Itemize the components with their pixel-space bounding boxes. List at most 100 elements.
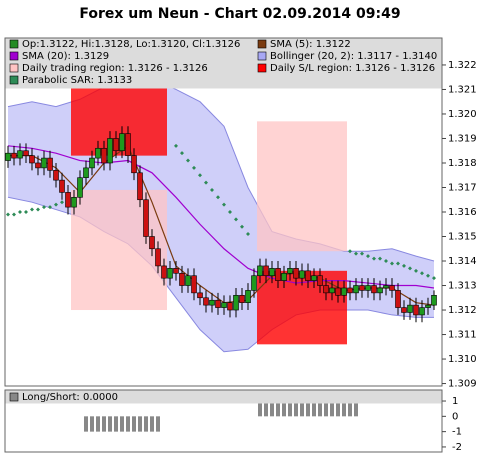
y-tick-label: 1.314 bbox=[448, 256, 477, 267]
candle-body bbox=[257, 265, 263, 277]
long-short-bar bbox=[282, 401, 286, 417]
y-tick-label: 1.319 bbox=[448, 133, 477, 144]
long-short-bar bbox=[150, 416, 154, 432]
long-short-bar bbox=[348, 401, 352, 417]
sar-dot bbox=[384, 259, 388, 264]
sar-dot bbox=[192, 165, 196, 170]
legend-swatch bbox=[257, 63, 267, 73]
sar-dot bbox=[174, 143, 178, 148]
candle-body bbox=[281, 272, 287, 281]
plot-area bbox=[5, 76, 437, 432]
sar-dot bbox=[12, 212, 16, 217]
candle-body bbox=[71, 196, 77, 208]
sar-dot bbox=[30, 207, 34, 212]
candle-body bbox=[179, 272, 185, 286]
candle-body bbox=[275, 268, 281, 281]
long-short-bar bbox=[144, 416, 148, 432]
sar-dot bbox=[390, 261, 394, 266]
candle-body bbox=[287, 268, 293, 274]
region bbox=[71, 87, 167, 156]
candle-body bbox=[131, 155, 137, 174]
candle-body bbox=[233, 295, 239, 311]
candle-body bbox=[389, 285, 395, 291]
sar-dot bbox=[18, 210, 22, 214]
y-tick-label: 1.313 bbox=[448, 281, 477, 292]
candle-body bbox=[221, 302, 227, 308]
long-short-bar bbox=[324, 401, 328, 417]
candle-body bbox=[59, 179, 65, 193]
sar-dot bbox=[54, 202, 58, 207]
candle-body bbox=[191, 275, 197, 294]
sar-dot bbox=[372, 256, 376, 261]
candle-body bbox=[137, 172, 143, 201]
candle-body bbox=[227, 302, 233, 311]
y-tick-label: 1.322 bbox=[448, 60, 477, 71]
candle-body bbox=[413, 304, 419, 316]
sar-dot bbox=[60, 200, 64, 205]
candle-body bbox=[431, 295, 437, 306]
long-short-bar bbox=[138, 416, 142, 432]
long-short-bar bbox=[342, 401, 346, 417]
long-short-bar bbox=[306, 401, 310, 417]
candle-body bbox=[419, 307, 425, 316]
legend-swatch bbox=[9, 75, 19, 85]
candle-body bbox=[173, 268, 179, 274]
sar-dot bbox=[408, 266, 412, 271]
candle-body bbox=[311, 275, 317, 281]
candle-body bbox=[329, 287, 335, 294]
y-tick-label: -1 bbox=[452, 427, 462, 438]
legend-label: Daily S/L region: 1.3126 - 1.3126 bbox=[270, 63, 435, 74]
legend-swatch bbox=[257, 51, 267, 61]
candle-body bbox=[353, 285, 359, 294]
candle-body bbox=[365, 285, 371, 291]
long-short-bar bbox=[354, 401, 358, 417]
sar-dot bbox=[348, 249, 352, 254]
sar-dot bbox=[354, 251, 358, 256]
candle-body bbox=[11, 152, 17, 159]
legend-swatch bbox=[257, 39, 267, 49]
sar-dot bbox=[198, 173, 202, 178]
candle-body bbox=[65, 192, 71, 208]
region bbox=[71, 189, 167, 311]
sar-dot bbox=[204, 180, 208, 185]
candle-body bbox=[125, 133, 131, 156]
y-tick-label: 1.310 bbox=[448, 354, 477, 365]
candle-body bbox=[47, 157, 53, 171]
y-tick-label: 1.317 bbox=[448, 182, 477, 193]
candle-body bbox=[215, 299, 221, 308]
long-short-bar bbox=[288, 401, 292, 417]
sar-dot bbox=[360, 251, 364, 256]
legend-label: Daily trading region: 1.3126 - 1.3126 bbox=[22, 63, 208, 74]
long-short-bar bbox=[126, 416, 130, 432]
candle-body bbox=[269, 268, 275, 277]
lower-legend-box bbox=[5, 390, 442, 404]
candle-body bbox=[335, 287, 341, 296]
y-tick-label: 1.321 bbox=[448, 84, 477, 95]
candle-body bbox=[239, 295, 245, 303]
candle-body bbox=[35, 162, 41, 169]
candle-body bbox=[149, 236, 155, 250]
y-tick-label: 1.309 bbox=[448, 379, 477, 390]
long-short-bar bbox=[300, 401, 304, 417]
candle-body bbox=[107, 138, 113, 164]
candle-body bbox=[95, 147, 101, 159]
candle-body bbox=[305, 270, 311, 281]
sar-dot bbox=[426, 273, 430, 278]
sar-dot bbox=[210, 187, 214, 192]
legend-label: SMA (20): 1.3129 bbox=[22, 51, 109, 62]
long-short-bar bbox=[276, 401, 280, 417]
long-short-bar bbox=[84, 416, 88, 432]
long-short-bar bbox=[318, 401, 322, 417]
sar-dot bbox=[246, 232, 250, 237]
long-short-bar bbox=[312, 401, 316, 417]
y-tick-label: 1.320 bbox=[448, 109, 477, 120]
legend-label: SMA (5): 1.3122 bbox=[270, 39, 351, 50]
long-short-bar bbox=[132, 416, 136, 432]
candle-body bbox=[299, 270, 305, 279]
candle-body bbox=[167, 268, 173, 279]
candle-body bbox=[377, 287, 383, 294]
candle-body bbox=[347, 287, 353, 294]
y-tick-label: 1.315 bbox=[448, 232, 477, 243]
